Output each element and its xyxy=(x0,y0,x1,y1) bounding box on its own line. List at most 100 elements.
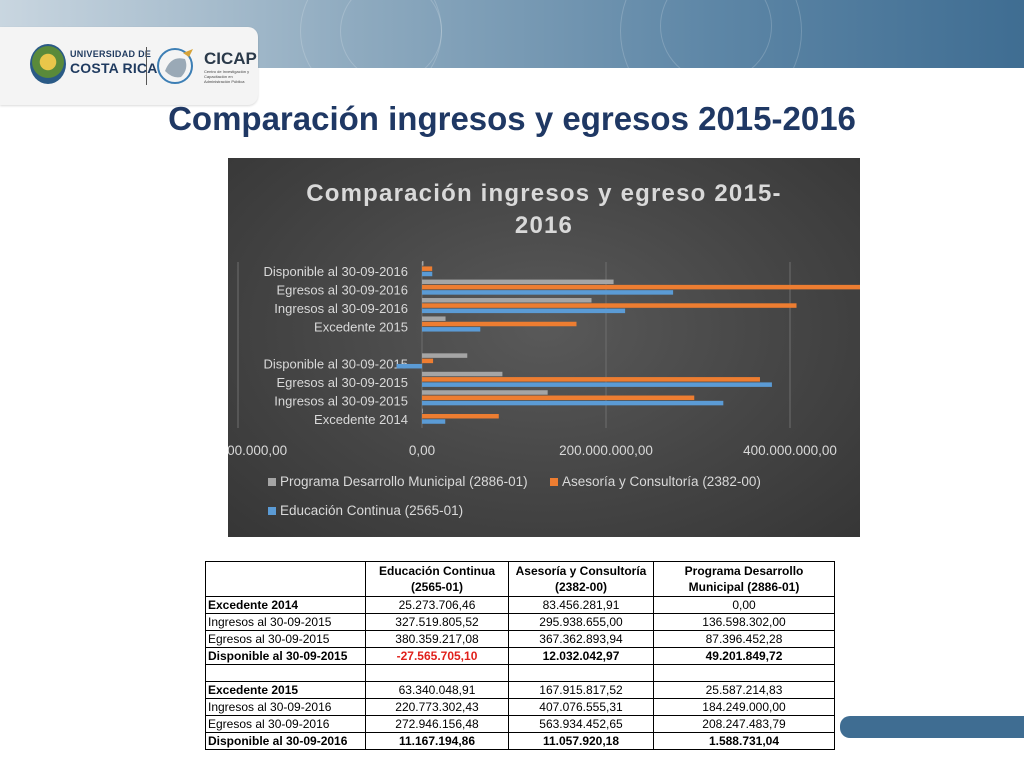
value-cell: 295.938.655,00 xyxy=(508,613,654,631)
header-corner-cell xyxy=(205,561,366,597)
chart-bar xyxy=(396,363,422,369)
x-tick-label: -200.000.000,00 xyxy=(228,443,287,458)
row-label-cell: Egresos al 30-09-2015 xyxy=(205,630,366,648)
value-cell: 136.598.302,00 xyxy=(653,613,835,631)
chart-bar xyxy=(422,358,434,364)
table-body: Excedente 2014 25.273.706,46 83.456.281,91… xyxy=(205,596,835,750)
table-row: Excedente 2015 63.340.048,91 167.915.817,5… xyxy=(205,681,835,699)
value-cell: 167.915.817,52 xyxy=(508,681,654,699)
table-header: Educación Continua (2565-01) Asesoría y Co… xyxy=(205,561,835,597)
table-row: Ingresos al 30-09-2015 327.519.805,52 295.… xyxy=(205,613,835,631)
value-cell: 87.396.452,28 xyxy=(653,630,835,648)
chart-bar xyxy=(422,400,724,406)
cicap-logo-icon xyxy=(157,48,193,84)
y-axis-label: Excedente 2015 xyxy=(314,320,408,335)
value-cell: 11.057.920,18 xyxy=(508,732,654,750)
chart-bar xyxy=(422,316,446,321)
data-table: Educación Continua (2565-01) Asesoría y Co… xyxy=(205,561,835,750)
chart-bar xyxy=(422,308,626,314)
table-row: Excedente 2014 25.273.706,46 83.456.281,91… xyxy=(205,596,835,614)
table-row: Egresos al 30-09-2015 380.359.217,08 367.3… xyxy=(205,630,835,648)
chart-bar xyxy=(422,395,695,401)
value-cell: 25.587.214,83 xyxy=(653,681,835,699)
value-cell xyxy=(508,664,654,682)
page-title: Comparación ingresos y egresos 2015-2016 xyxy=(168,100,856,137)
legend-swatch xyxy=(550,478,558,486)
row-label-cell: Excedente 2014 xyxy=(205,596,366,614)
logo-divider xyxy=(146,47,147,85)
value-cell: 327.519.805,52 xyxy=(365,613,509,631)
legend-swatch xyxy=(268,507,276,515)
table-row: Disponible al 30-09-2015 -27.565.705,10 12… xyxy=(205,647,835,665)
row-label-cell: Egresos al 30-09-2016 xyxy=(205,715,366,733)
y-axis-label: Ingresos al 30-09-2016 xyxy=(274,301,408,316)
chart-bar xyxy=(422,271,433,277)
row-label-cell: Ingresos al 30-09-2015 xyxy=(205,613,366,631)
value-cell: 272.946.156,48 xyxy=(365,715,509,733)
value-cell: 407.076.555,31 xyxy=(508,698,654,716)
chart-bar xyxy=(422,284,860,290)
column-header: Educación Continua (2565-01) xyxy=(365,561,509,597)
y-axis-label: Egresos al 30-09-2015 xyxy=(276,375,408,390)
legend-label: Programa Desarrollo Municipal (2886-01) xyxy=(280,474,528,489)
row-label-cell: Disponible al 30-09-2016 xyxy=(205,732,366,750)
logo-panel: UNIVERSIDAD DE COSTA RICA CICAP Centro d… xyxy=(0,27,258,105)
y-axis-label: Egresos al 30-09-2016 xyxy=(276,283,408,298)
value-cell: 12.032.042,97 xyxy=(508,647,654,665)
chart-bar xyxy=(422,419,446,424)
chart-bar xyxy=(422,327,481,332)
value-cell xyxy=(653,664,835,682)
chart-bar xyxy=(422,266,433,271)
chart-panel: Comparación ingresos y egreso 2015- 2016 E… xyxy=(228,158,860,537)
legend-label: Educación Continua (2565-01) xyxy=(280,503,463,518)
value-cell: 220.773.302,43 xyxy=(365,698,509,716)
legend-swatch xyxy=(268,478,276,486)
chart-title-line: 2016 xyxy=(515,212,573,239)
chart-bar xyxy=(422,279,614,285)
value-cell: 1.588.731,04 xyxy=(653,732,835,750)
value-cell: 63.340.048,91 xyxy=(365,681,509,699)
chart-bar xyxy=(422,353,468,358)
cicap-logo-name: CICAP xyxy=(204,49,257,68)
chart-bar xyxy=(422,298,592,303)
y-axis-label: Disponible al 30-09-2016 xyxy=(263,264,408,279)
column-header: Programa Desarrollo Municipal (2886-01) xyxy=(653,561,835,597)
cicap-logo-subtitle: Centro de Investigación y Capacitación e… xyxy=(204,69,250,84)
chart-bar xyxy=(422,408,423,414)
value-cell: 25.273.706,46 xyxy=(365,596,509,614)
table-header-row: Educación Continua (2565-01) Asesoría y Co… xyxy=(205,561,835,597)
chart-bar xyxy=(422,413,499,419)
ucr-logo-line1: UNIVERSIDAD DE xyxy=(70,49,152,59)
table-row: Egresos al 30-09-2016 272.946.156,48 563.9… xyxy=(205,715,835,733)
ucr-seal-icon xyxy=(30,44,66,84)
row-label-cell: Disponible al 30-09-2015 xyxy=(205,647,366,665)
value-cell: -27.565.705,10 xyxy=(365,647,509,665)
y-axis-label: Disponible al 30-09-2015 xyxy=(263,356,408,371)
ucr-logo-line2: COSTA RICA xyxy=(70,60,158,76)
value-cell: 367.362.893,94 xyxy=(508,630,654,648)
value-cell: 563.934.452,65 xyxy=(508,715,654,733)
table-row xyxy=(205,664,835,682)
value-cell: 11.167.194,86 xyxy=(365,732,509,750)
chart-bar xyxy=(422,261,424,266)
chart-title-line: Comparación ingresos y egreso 2015- xyxy=(306,180,782,207)
chart-bar xyxy=(422,303,797,308)
value-cell: 83.456.281,91 xyxy=(508,596,654,614)
chart-bar xyxy=(422,321,577,327)
chart-bar xyxy=(422,382,772,387)
chart-bar xyxy=(422,371,503,377)
row-label-cell: Ingresos al 30-09-2016 xyxy=(205,698,366,716)
table-row: Disponible al 30-09-2016 11.167.194,86 11.… xyxy=(205,732,835,750)
y-axis-label: Ingresos al 30-09-2015 xyxy=(274,393,408,408)
chart-bar xyxy=(422,290,674,295)
y-axis-label: Excedente 2014 xyxy=(314,412,408,427)
value-cell: 184.249.000,00 xyxy=(653,698,835,716)
x-tick-label: 200.000.000,00 xyxy=(559,443,653,458)
row-label-cell: Excedente 2015 xyxy=(205,681,366,699)
value-cell: 208.247.483,79 xyxy=(653,715,835,733)
row-label-cell xyxy=(205,664,366,682)
table-row: Ingresos al 30-09-2016 220.773.302,43 407.… xyxy=(205,698,835,716)
value-cell: 49.201.849,72 xyxy=(653,647,835,665)
footer-accent xyxy=(840,716,1024,738)
value-cell: 380.359.217,08 xyxy=(365,630,509,648)
